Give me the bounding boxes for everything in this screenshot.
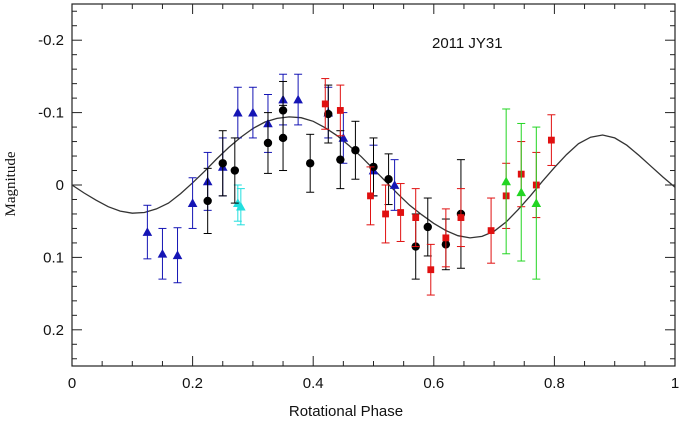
data-point-group bbox=[396, 183, 405, 242]
x-tick-label: 1 bbox=[671, 375, 679, 392]
data-point-group bbox=[187, 177, 198, 229]
data-points-layer bbox=[142, 73, 556, 296]
data-point bbox=[501, 176, 511, 186]
data-point bbox=[233, 107, 243, 117]
x-axis-title: Rotational Phase bbox=[289, 403, 403, 420]
x-tick-label: 0.6 bbox=[423, 375, 444, 392]
data-point bbox=[142, 227, 153, 236]
data-point-group bbox=[531, 126, 542, 280]
data-point-group bbox=[336, 84, 345, 137]
data-point bbox=[305, 159, 315, 168]
data-point bbox=[248, 107, 258, 117]
data-point-group bbox=[389, 159, 400, 211]
data-point bbox=[516, 187, 527, 197]
data-point bbox=[263, 138, 273, 148]
data-point-group bbox=[321, 78, 330, 130]
data-point bbox=[218, 159, 227, 168]
data-point-group bbox=[218, 130, 227, 197]
data-point-group bbox=[236, 188, 246, 226]
y-tick-label: 0 bbox=[56, 177, 64, 194]
data-point-group bbox=[203, 167, 212, 235]
data-point bbox=[338, 133, 349, 142]
data-point-group bbox=[351, 120, 360, 180]
data-point bbox=[336, 107, 344, 114]
y-axis-title: Magnitude bbox=[3, 151, 19, 216]
data-point-group bbox=[233, 86, 243, 139]
data-point-group bbox=[547, 114, 556, 166]
data-point-group bbox=[293, 73, 303, 126]
data-point bbox=[531, 198, 542, 207]
data-point bbox=[324, 109, 333, 119]
data-point bbox=[278, 106, 288, 115]
data-point bbox=[321, 100, 329, 108]
data-point-group bbox=[157, 227, 168, 280]
data-point bbox=[382, 210, 389, 218]
data-point bbox=[172, 250, 183, 260]
data-point bbox=[412, 214, 420, 221]
data-point bbox=[389, 180, 400, 189]
data-point-group bbox=[172, 227, 183, 284]
data-point bbox=[487, 227, 495, 235]
data-point-group bbox=[230, 137, 240, 204]
object-label: 2011 JY31 bbox=[432, 35, 503, 52]
data-point-group bbox=[487, 197, 496, 264]
data-point bbox=[293, 94, 303, 104]
data-point bbox=[423, 222, 432, 232]
data-point-group bbox=[384, 153, 393, 206]
data-point bbox=[351, 146, 360, 155]
y-tick-label: -0.1 bbox=[38, 105, 64, 122]
data-point-group bbox=[441, 208, 450, 268]
data-point-group bbox=[263, 112, 273, 174]
data-point bbox=[187, 198, 198, 207]
data-point-group bbox=[411, 188, 420, 248]
data-point-group bbox=[516, 122, 527, 262]
data-point bbox=[384, 175, 393, 184]
data-point bbox=[203, 196, 212, 206]
data-point-group bbox=[501, 108, 511, 255]
data-point bbox=[336, 155, 345, 164]
data-point-group bbox=[305, 133, 315, 193]
axis-ticks: 0 0.2 0.4 0.6 0.8 1 -0.2 -0.1 0 0.1 0.2 bbox=[38, 4, 679, 392]
data-point bbox=[230, 166, 240, 175]
data-point-group bbox=[366, 166, 375, 226]
data-point bbox=[457, 214, 465, 221]
data-point bbox=[157, 248, 168, 258]
x-tick-label: 0.2 bbox=[182, 375, 203, 392]
data-point bbox=[442, 234, 450, 242]
data-point bbox=[367, 192, 374, 200]
y-tick-label: 0.2 bbox=[43, 322, 64, 339]
x-tick-label: 0.8 bbox=[544, 375, 565, 392]
data-point-group bbox=[142, 204, 153, 260]
data-point bbox=[236, 201, 246, 211]
data-point bbox=[547, 136, 555, 144]
y-tick-label: -0.2 bbox=[38, 32, 64, 49]
data-point-group bbox=[278, 80, 288, 140]
data-point bbox=[397, 209, 405, 216]
y-tick-label: 0.1 bbox=[43, 249, 64, 266]
data-point-group bbox=[426, 243, 435, 296]
data-point-group bbox=[381, 184, 390, 244]
x-tick-label: 0.4 bbox=[303, 375, 324, 392]
chart-text-layer: 2011 JY31 Rotational Phase Magnitude bbox=[3, 35, 503, 420]
data-point-group bbox=[248, 86, 258, 139]
x-tick-label: 0 bbox=[68, 375, 76, 392]
data-point bbox=[427, 266, 435, 274]
data-point-group bbox=[456, 188, 465, 248]
